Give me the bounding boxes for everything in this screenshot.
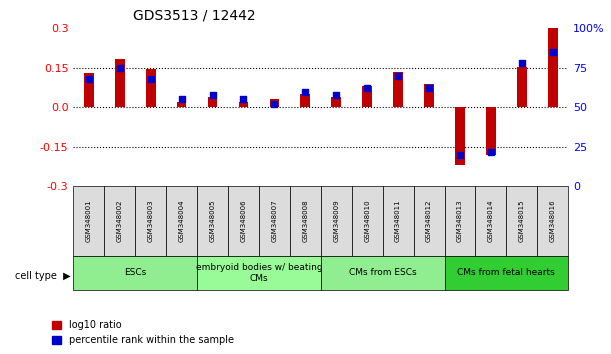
FancyBboxPatch shape bbox=[104, 187, 135, 256]
Legend: log10 ratio, percentile rank within the sample: log10 ratio, percentile rank within the … bbox=[48, 316, 238, 349]
Text: GSM348012: GSM348012 bbox=[426, 200, 432, 242]
Text: CMs from fetal hearts: CMs from fetal hearts bbox=[458, 268, 555, 278]
Text: GDS3513 / 12442: GDS3513 / 12442 bbox=[133, 9, 255, 23]
Text: GSM348008: GSM348008 bbox=[302, 200, 309, 242]
Text: GSM348010: GSM348010 bbox=[364, 200, 370, 242]
FancyBboxPatch shape bbox=[537, 187, 568, 256]
Point bbox=[486, 149, 496, 154]
Point bbox=[84, 76, 93, 82]
Bar bbox=[177, 102, 186, 107]
Text: GSM348013: GSM348013 bbox=[457, 200, 463, 242]
Point bbox=[301, 89, 310, 95]
Bar bbox=[331, 97, 341, 107]
Text: GSM348009: GSM348009 bbox=[333, 200, 339, 242]
Bar bbox=[208, 97, 218, 107]
FancyBboxPatch shape bbox=[290, 187, 321, 256]
Point bbox=[146, 76, 156, 82]
Bar bbox=[269, 99, 279, 107]
Bar bbox=[455, 107, 465, 165]
FancyBboxPatch shape bbox=[321, 187, 352, 256]
Bar bbox=[393, 72, 403, 107]
FancyBboxPatch shape bbox=[321, 256, 445, 290]
Point bbox=[208, 92, 218, 98]
Point bbox=[115, 65, 125, 71]
Bar bbox=[301, 94, 310, 107]
FancyBboxPatch shape bbox=[507, 187, 537, 256]
Bar bbox=[424, 84, 434, 107]
Point bbox=[424, 86, 434, 91]
Point bbox=[362, 86, 372, 91]
FancyBboxPatch shape bbox=[197, 256, 321, 290]
Text: GSM348011: GSM348011 bbox=[395, 200, 401, 242]
Point bbox=[269, 101, 279, 107]
FancyBboxPatch shape bbox=[135, 187, 166, 256]
Text: GSM348015: GSM348015 bbox=[519, 200, 525, 242]
FancyBboxPatch shape bbox=[166, 187, 197, 256]
FancyBboxPatch shape bbox=[475, 187, 507, 256]
Text: GSM348007: GSM348007 bbox=[271, 200, 277, 242]
FancyBboxPatch shape bbox=[197, 187, 228, 256]
Text: GSM348001: GSM348001 bbox=[86, 200, 92, 242]
Text: GSM348016: GSM348016 bbox=[550, 200, 556, 242]
Bar bbox=[486, 107, 496, 155]
FancyBboxPatch shape bbox=[414, 187, 445, 256]
Text: GSM348014: GSM348014 bbox=[488, 200, 494, 242]
FancyBboxPatch shape bbox=[73, 187, 104, 256]
Bar bbox=[517, 67, 527, 107]
Text: GSM348002: GSM348002 bbox=[117, 200, 123, 242]
FancyBboxPatch shape bbox=[352, 187, 382, 256]
FancyBboxPatch shape bbox=[73, 256, 197, 290]
Text: ESCs: ESCs bbox=[124, 268, 146, 278]
Point bbox=[238, 97, 248, 102]
Text: GSM348003: GSM348003 bbox=[148, 200, 153, 242]
Bar bbox=[238, 102, 248, 107]
FancyBboxPatch shape bbox=[445, 256, 568, 290]
Bar bbox=[84, 73, 93, 107]
Point bbox=[177, 97, 186, 102]
Text: cell type  ▶: cell type ▶ bbox=[15, 272, 71, 281]
Text: GSM348005: GSM348005 bbox=[210, 200, 216, 242]
Text: GSM348004: GSM348004 bbox=[178, 200, 185, 242]
Text: CMs from ESCs: CMs from ESCs bbox=[349, 268, 417, 278]
Point bbox=[331, 92, 341, 98]
Bar bbox=[362, 86, 372, 107]
Text: embryoid bodies w/ beating
CMs: embryoid bodies w/ beating CMs bbox=[196, 263, 322, 283]
Bar bbox=[146, 69, 156, 107]
Point bbox=[455, 152, 465, 158]
Bar bbox=[548, 28, 558, 107]
Bar bbox=[115, 59, 125, 107]
FancyBboxPatch shape bbox=[382, 187, 414, 256]
FancyBboxPatch shape bbox=[259, 187, 290, 256]
FancyBboxPatch shape bbox=[445, 187, 475, 256]
Point bbox=[517, 60, 527, 66]
Point bbox=[548, 49, 558, 55]
Text: GSM348006: GSM348006 bbox=[241, 200, 246, 242]
FancyBboxPatch shape bbox=[228, 187, 259, 256]
Point bbox=[393, 73, 403, 79]
